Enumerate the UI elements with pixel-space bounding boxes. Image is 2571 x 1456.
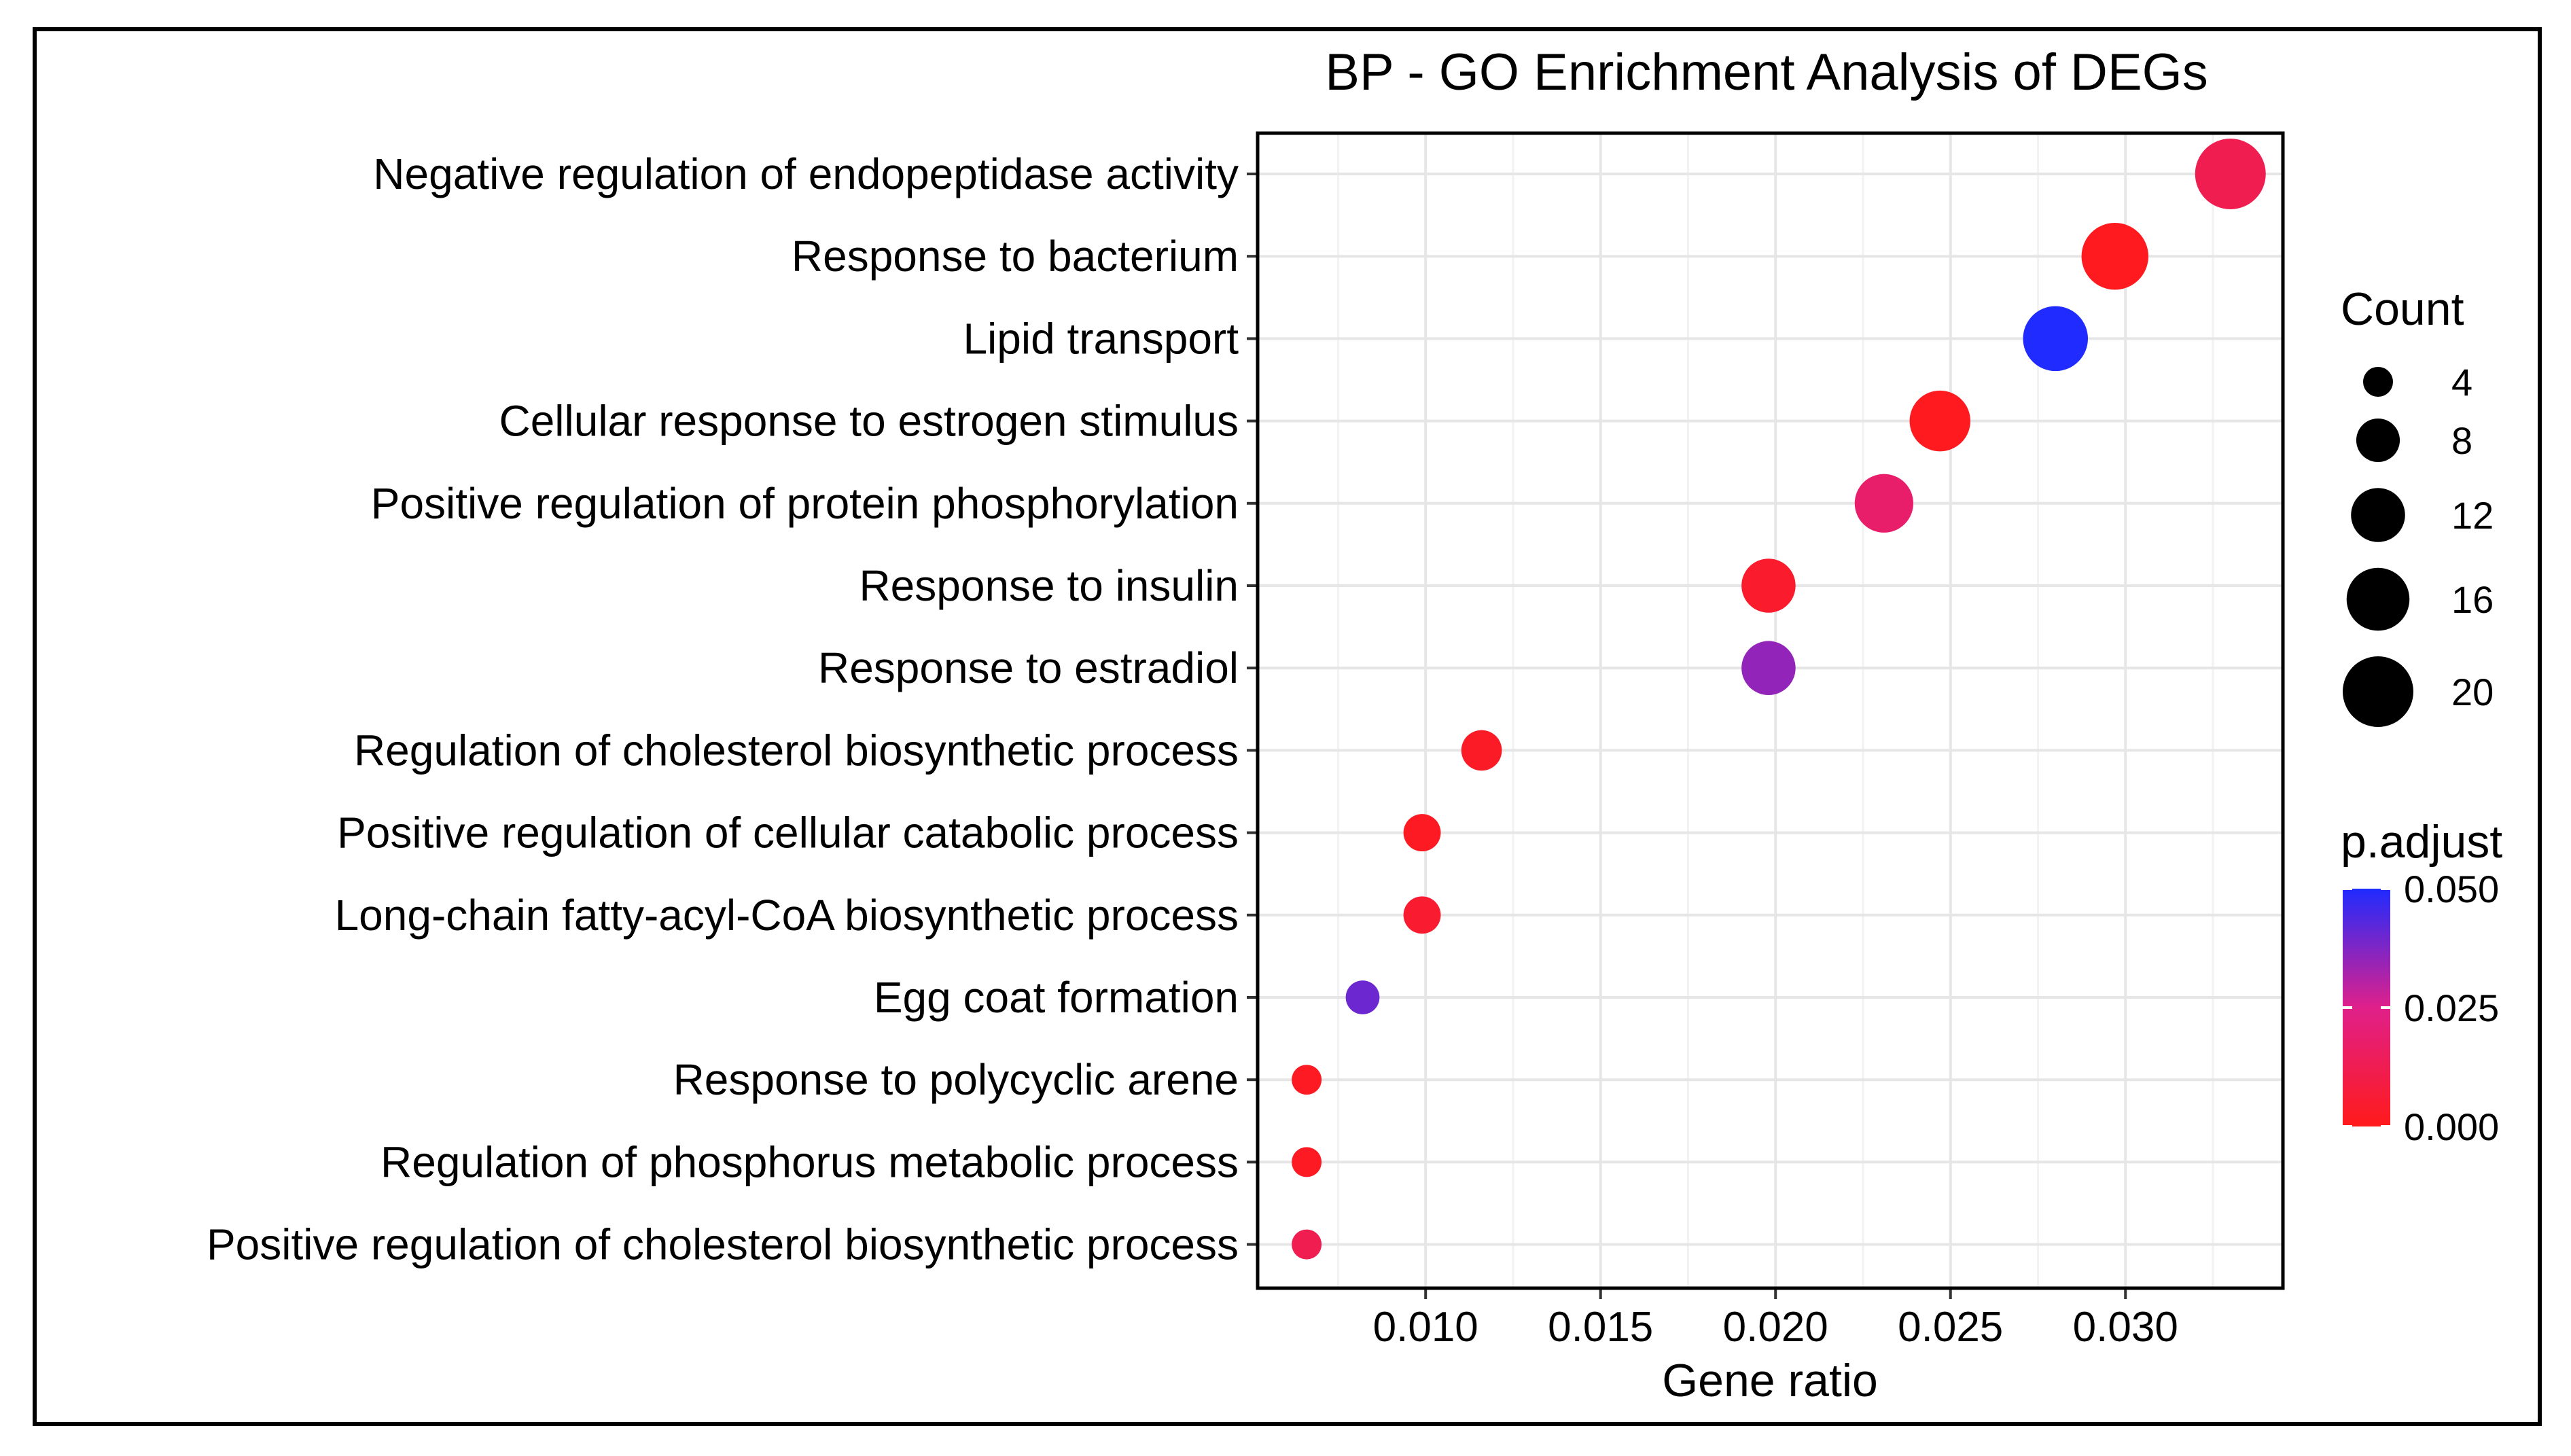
data-point [1461,730,1502,771]
y-tick-label: Negative regulation of endopeptidase act… [373,149,1239,198]
x-tick-label: 0.010 [1373,1304,1478,1351]
y-tick-label: Positive regulation of cellular cataboli… [337,809,1239,857]
y-axis: Negative regulation of endopeptidase act… [207,149,1258,1269]
data-point [1292,1147,1322,1177]
size-legend-dot [2363,367,2393,397]
size-legend-dot [2351,488,2405,542]
y-tick-label: Positive regulation of protein phosphory… [371,479,1239,528]
chart-title: BP - GO Enrichment Analysis of DEGs [1325,43,2208,101]
y-tick-label: Lipid transport [963,314,1239,363]
color-legend-label: 0.000 [2404,1105,2499,1148]
data-point [1854,474,1914,533]
size-legend-dot [2346,567,2410,631]
size-legend-label: 12 [2451,494,2494,537]
data-points [1292,139,2266,1260]
data-point [1292,1065,1322,1095]
size-legend-dot [2343,656,2413,727]
grid-lines [1258,133,2283,1288]
size-legend-label: 16 [2451,578,2494,621]
data-point [1741,641,1796,695]
data-point [1403,814,1441,852]
y-tick-label: Regulation of phosphorus metabolic proce… [380,1137,1239,1186]
size-legend: Count 4 8 12 16 20 [2341,283,2494,727]
size-legend-label: 20 [2451,671,2494,713]
data-point [1292,1229,1322,1260]
color-legend: p.adjust 0.050 0.025 0.000 [2341,816,2502,1148]
data-point [2195,139,2266,209]
y-tick-label: Response to bacterium [792,232,1239,281]
data-point [1741,558,1796,613]
size-legend-dot [2356,418,2400,463]
color-legend-label: 0.050 [2404,868,2499,910]
data-point [2081,222,2149,290]
color-legend-title: p.adjust [2341,816,2502,868]
size-legend-label: 8 [2451,419,2472,462]
color-legend-label: 0.025 [2404,987,2499,1029]
y-tick-label: Response to insulin [859,561,1239,610]
data-point [1403,896,1441,934]
x-tick-label: 0.025 [1898,1304,2003,1351]
x-tick-label: 0.030 [2073,1304,2178,1351]
size-legend-title: Count [2341,283,2464,335]
x-tick-label: 0.015 [1548,1304,1653,1351]
data-point [1909,390,1971,452]
x-axis-label: Gene ratio [1662,1355,1878,1406]
data-point [1345,980,1380,1014]
y-tick-label: Response to polycyclic arene [673,1055,1239,1104]
y-tick-label: Regulation of cholesterol biosynthetic p… [354,726,1239,775]
size-legend-label: 4 [2451,361,2472,404]
y-tick-label: Long-chain fatty-acyl-CoA biosynthetic p… [335,891,1239,940]
y-tick-label: Cellular response to estrogen stimulus [499,397,1239,446]
x-tick-label: 0.020 [1723,1304,1828,1351]
y-tick-label: Positive regulation of cholesterol biosy… [207,1220,1239,1269]
y-tick-label: Egg coat formation [874,973,1239,1022]
plot-panel-border [1256,131,2285,1290]
x-axis: 0.010 0.015 0.020 0.025 0.030 [1373,1288,2178,1351]
y-tick-label: Response to estradiol [818,643,1239,692]
data-point [2023,306,2089,372]
